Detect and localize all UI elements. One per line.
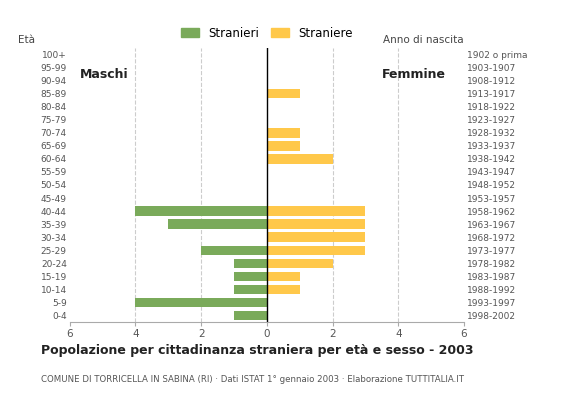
Bar [234,272,267,281]
Text: Femmine: Femmine [382,68,446,80]
Bar [267,141,300,150]
Bar [267,154,332,164]
Bar [267,246,365,255]
Bar [267,206,365,216]
Bar [267,232,365,242]
Bar [267,272,300,281]
Legend: Stranieri, Straniere: Stranieri, Straniere [181,26,353,40]
Bar [168,220,267,229]
Text: Popolazione per cittadinanza straniera per età e sesso - 2003: Popolazione per cittadinanza straniera p… [41,344,473,357]
Bar [201,246,267,255]
Bar [234,285,267,294]
Bar [267,89,300,98]
Bar [135,298,267,307]
Bar [267,220,365,229]
Bar [234,258,267,268]
Bar [234,311,267,320]
Bar [267,258,332,268]
Text: Maschi: Maschi [79,68,128,80]
Bar [267,285,300,294]
Bar [267,128,300,138]
Text: Età: Età [19,35,35,45]
Bar [135,206,267,216]
Text: COMUNE DI TORRICELLA IN SABINA (RI) · Dati ISTAT 1° gennaio 2003 · Elaborazione : COMUNE DI TORRICELLA IN SABINA (RI) · Da… [41,375,463,384]
Text: Anno di nascita: Anno di nascita [383,35,464,45]
